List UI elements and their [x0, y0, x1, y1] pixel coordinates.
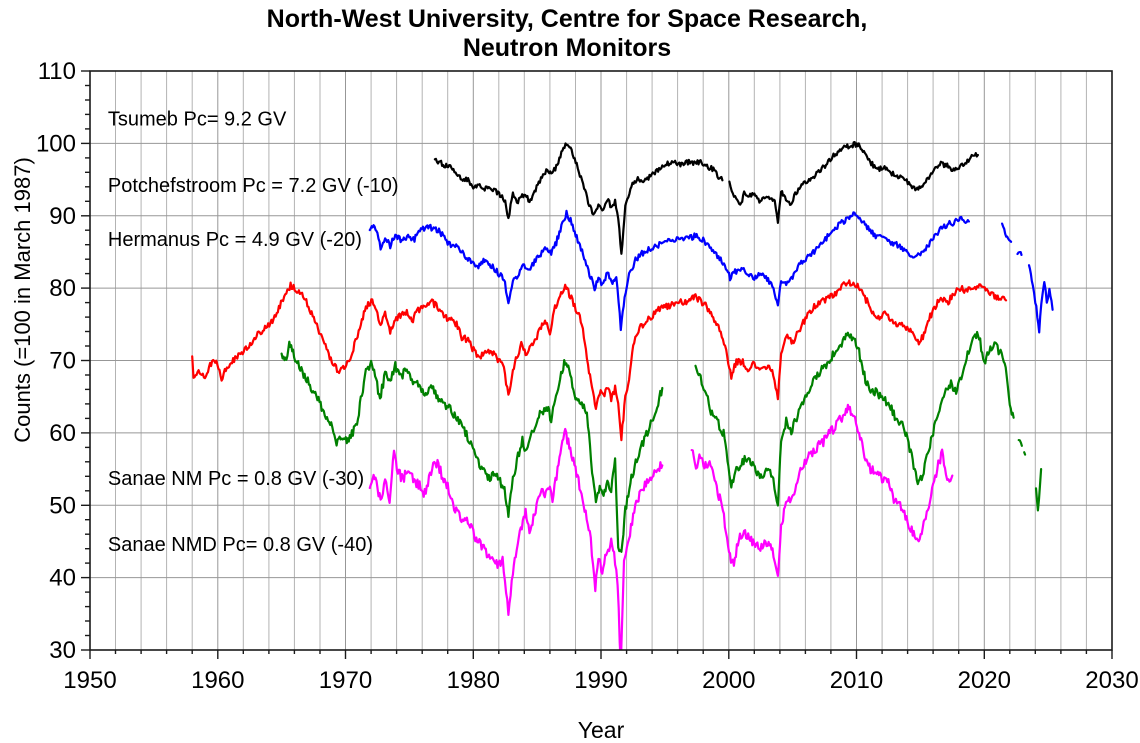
x-tick-label: 2010: [830, 667, 883, 694]
series-line-tsumeb: [433, 142, 724, 255]
series-line-sanae-nm: [1017, 439, 1027, 456]
series-label-potchefstroom: Potchefstroom Pc = 7.2 GV (-10): [108, 175, 399, 197]
x-tick-label: 1960: [191, 667, 244, 694]
x-tick-label: 2030: [1085, 667, 1138, 694]
series-label-sanae-nmd: Sanae NMD Pc= 0.8 GV (-40): [108, 534, 373, 556]
y-tick-label: 30: [49, 637, 76, 664]
y-tick-label: 90: [49, 203, 76, 230]
series-label-tsumeb: Tsumeb Pc= 9.2 GV: [108, 108, 287, 130]
x-tick-label: 1990: [574, 667, 627, 694]
chart-title-line1: North-West University, Centre for Space …: [267, 5, 868, 33]
series-label-layer: Tsumeb Pc= 9.2 GV Potchefstroom Pc = 7.2 …: [108, 108, 399, 556]
x-tick-label: 1970: [319, 667, 372, 694]
y-tick-label: 110: [38, 58, 76, 85]
series-line-sanae-nmd: [368, 427, 664, 650]
x-tick-label: 1950: [63, 667, 116, 694]
x-tick-label: 1980: [447, 667, 500, 694]
series-label-sanae-nm: Sanae NM Pc = 0.8 GV (-30): [108, 468, 364, 490]
series-line-hermanus: [191, 279, 1008, 442]
x-tick-label: 2020: [958, 667, 1011, 694]
y-tick-label: 60: [49, 420, 76, 447]
x-tick-label: 2000: [702, 667, 755, 694]
series-line-sanae-nm: [280, 340, 664, 553]
series-line-potchefstroom: [368, 209, 970, 332]
series-line-potchefstroom: [1016, 251, 1025, 259]
series-line-sanae-nm: [694, 330, 1015, 507]
y-axis-title: Counts (=100 in March 1987): [10, 157, 35, 443]
y-tick-label: 70: [49, 348, 76, 375]
series-line-potchefstroom: [1027, 264, 1054, 334]
y-tick-label: 100: [36, 130, 76, 157]
x-axis-title: Year: [578, 717, 625, 743]
series-line-tsumeb: [728, 141, 979, 224]
chart-title-line2: Neutron Monitors: [463, 34, 671, 62]
series-layer: [191, 141, 1054, 650]
series-line-sanae-nmd: [690, 403, 954, 577]
axis-layer: 30 40 50 60 70 80 90 100 110 1950 1960 1970 1980 1990…: [36, 58, 1139, 694]
series-line-potchefstroom: [1001, 222, 1013, 243]
y-tick-label: 40: [49, 565, 76, 592]
y-tick-label: 50: [49, 492, 76, 519]
series-line-sanae-nm: [1034, 468, 1043, 512]
series-label-hermanus: Hermanus Pc = 4.9 GV (-20): [108, 229, 362, 251]
y-tick-label: 80: [49, 275, 76, 302]
